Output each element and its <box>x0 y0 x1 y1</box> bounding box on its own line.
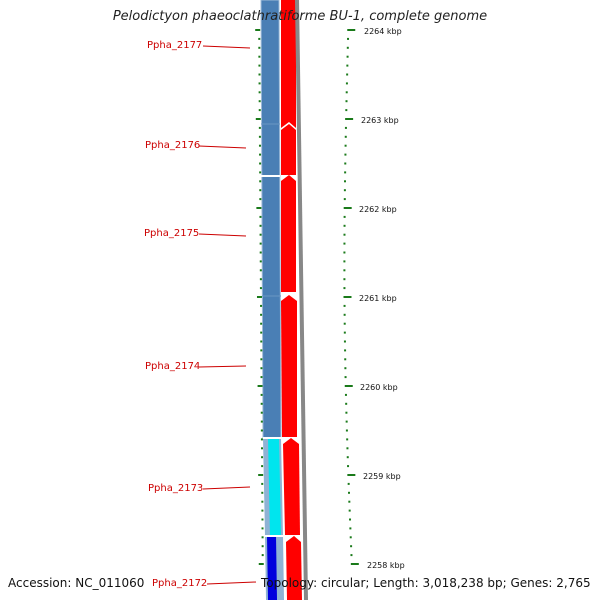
cds-arrow <box>281 0 296 128</box>
scale-label: 2259 kbp <box>363 472 401 481</box>
gene-label-ppha-2176[interactable]: Ppha_2176 <box>145 140 201 151</box>
cds-arrow <box>281 175 296 292</box>
leader-line <box>198 233 247 237</box>
scale-label: 2258 kbp <box>367 561 405 570</box>
leader-line <box>198 365 247 368</box>
gene-label-ppha-2174[interactable]: Ppha_2174 <box>145 361 201 372</box>
gene-label-ppha-2177[interactable]: Ppha_2177 <box>147 40 203 51</box>
gene-label-ppha-2173[interactable]: Ppha_2173 <box>148 483 204 494</box>
backbone <box>295 0 308 600</box>
cds-arrow <box>281 124 296 175</box>
gene-label-ppha-2172[interactable]: Ppha_2172 <box>152 578 208 589</box>
feature-block-cyan <box>268 438 281 536</box>
gene-label-ppha-2175[interactable]: Ppha_2175 <box>144 228 200 239</box>
scale-ticks <box>343 29 359 565</box>
topology-text: Topology: circular; Length: 3,018,238 bp… <box>261 576 591 590</box>
label-leaders <box>198 45 257 585</box>
leader-line <box>206 581 257 585</box>
scale-label: 2264 kbp <box>364 27 402 36</box>
cds-track <box>281 0 302 600</box>
inner-ticks <box>255 29 264 565</box>
leader-line <box>202 45 251 49</box>
cds-arrow <box>286 536 302 600</box>
scale-label: 2261 kbp <box>359 294 397 303</box>
accession-text: Accession: NC_011060 <box>8 576 145 590</box>
feature-block-dark-blue <box>267 536 277 600</box>
leader-line <box>202 486 251 490</box>
scale-label: 2263 kbp <box>361 116 399 125</box>
leader-line <box>198 145 247 149</box>
feature-track <box>260 0 284 600</box>
scale-label: 2262 kbp <box>359 205 397 214</box>
scale-label: 2260 kbp <box>360 383 398 392</box>
genome-title: Pelodictyon phaeoclathratiforme BU-1, co… <box>112 9 488 24</box>
cds-arrow <box>281 295 297 437</box>
cds-arrow <box>283 438 300 535</box>
feature-block-steel-blue <box>260 0 282 439</box>
